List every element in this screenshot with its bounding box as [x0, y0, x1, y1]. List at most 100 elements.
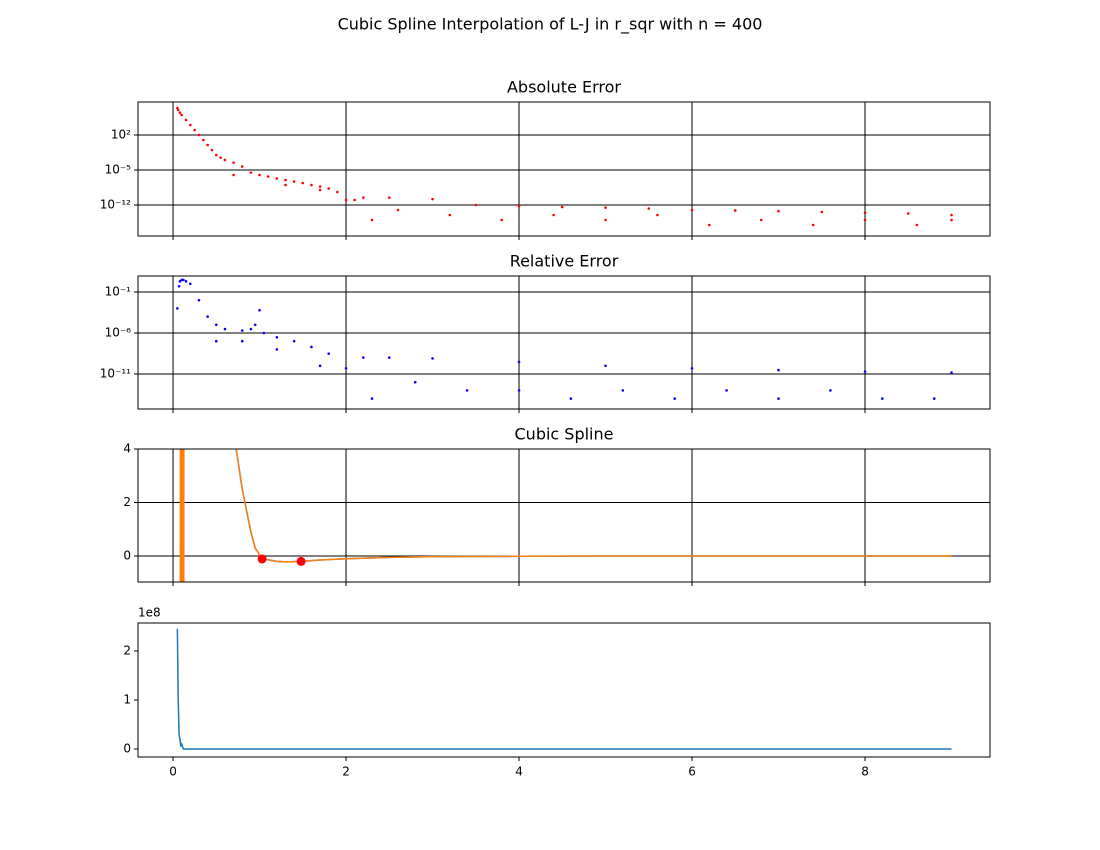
point — [310, 183, 313, 187]
point — [210, 148, 214, 152]
point — [950, 218, 953, 222]
y-offset-label: 1e8 — [138, 606, 161, 620]
point — [915, 223, 919, 227]
point — [284, 183, 287, 187]
point — [370, 397, 374, 400]
point — [811, 223, 815, 227]
point — [474, 203, 478, 207]
point — [387, 356, 391, 359]
point — [176, 307, 179, 310]
x-tick-label: 4 — [515, 765, 523, 779]
point — [863, 218, 867, 222]
point — [950, 213, 953, 217]
y-tick-label: 10² — [111, 128, 131, 142]
point — [604, 218, 607, 222]
point — [178, 280, 182, 283]
x-tick-label: 6 — [688, 765, 696, 779]
point — [863, 370, 867, 373]
point — [189, 282, 192, 286]
x-tick-label: 8 — [861, 765, 869, 779]
frame — [137, 101, 991, 237]
point — [176, 108, 180, 112]
point — [362, 196, 365, 199]
point — [197, 133, 201, 137]
point — [214, 153, 218, 157]
point — [258, 173, 261, 177]
frame — [137, 622, 991, 758]
subplot: Relative Error 10⁻¹ 10⁻⁶ 10⁻¹¹ — [100, 252, 991, 413]
point — [413, 380, 417, 384]
y-tick-label: 10⁻¹² — [100, 197, 131, 211]
y-tick-label: 0 — [123, 742, 131, 756]
point — [318, 364, 322, 368]
point — [327, 352, 331, 355]
point — [184, 118, 188, 122]
point — [344, 366, 348, 370]
figure-title: Cubic Spline Interpolation of L-J in r_s… — [338, 15, 763, 35]
point — [176, 106, 179, 110]
point — [362, 356, 365, 359]
point — [189, 123, 192, 127]
point — [214, 339, 218, 343]
point — [517, 360, 521, 364]
y-tick-label: 10⁻⁶ — [105, 325, 132, 339]
y-tick-label: 10⁻¹ — [105, 284, 132, 298]
point — [249, 327, 253, 331]
point — [777, 368, 780, 372]
plot-area — [176, 628, 952, 750]
point — [253, 323, 257, 327]
subplot-title: Absolute Error — [507, 78, 621, 97]
point — [820, 210, 824, 214]
point — [178, 111, 182, 114]
point — [184, 280, 188, 283]
point — [431, 357, 434, 360]
point — [431, 197, 434, 201]
point — [370, 218, 374, 222]
point — [180, 113, 183, 117]
point — [708, 223, 711, 227]
y-tick-label: 2 — [123, 495, 131, 509]
x-tick-label: 0 — [169, 765, 177, 779]
point — [206, 315, 209, 318]
y-tick-label: 4 — [123, 442, 131, 456]
point — [275, 177, 279, 180]
point — [621, 389, 625, 392]
point — [223, 327, 227, 331]
subplot-title: Relative Error — [510, 252, 619, 271]
y-tick-label: 10⁻⁵ — [105, 163, 132, 177]
point — [500, 218, 504, 222]
point — [777, 397, 780, 400]
point — [214, 323, 218, 327]
point — [690, 366, 694, 370]
point — [202, 138, 205, 142]
point — [284, 178, 287, 182]
point — [266, 175, 270, 178]
point — [604, 364, 607, 368]
y-tick-label: 0 — [123, 549, 131, 563]
point — [829, 389, 832, 392]
point — [387, 196, 391, 199]
point — [777, 209, 780, 213]
point — [932, 397, 936, 400]
point — [327, 187, 331, 190]
point — [465, 389, 469, 392]
point — [310, 345, 313, 349]
point — [733, 209, 737, 212]
point — [647, 207, 651, 210]
point — [262, 331, 266, 335]
subplot-title: Cubic Spline — [515, 425, 614, 444]
point — [249, 171, 253, 174]
subplot: 0 2 4 6 8 0 1 2 1e8 — [123, 606, 991, 779]
point — [560, 205, 564, 209]
point — [318, 185, 322, 188]
marker — [296, 556, 306, 566]
subplot: Cubic Spline 0 2 4 — [123, 425, 991, 586]
point — [725, 389, 728, 392]
y-tick-label: 1 — [123, 692, 131, 706]
point — [759, 218, 763, 222]
point — [396, 208, 400, 212]
point — [656, 213, 659, 217]
point — [223, 158, 227, 162]
y-tick-label: 2 — [123, 643, 131, 657]
